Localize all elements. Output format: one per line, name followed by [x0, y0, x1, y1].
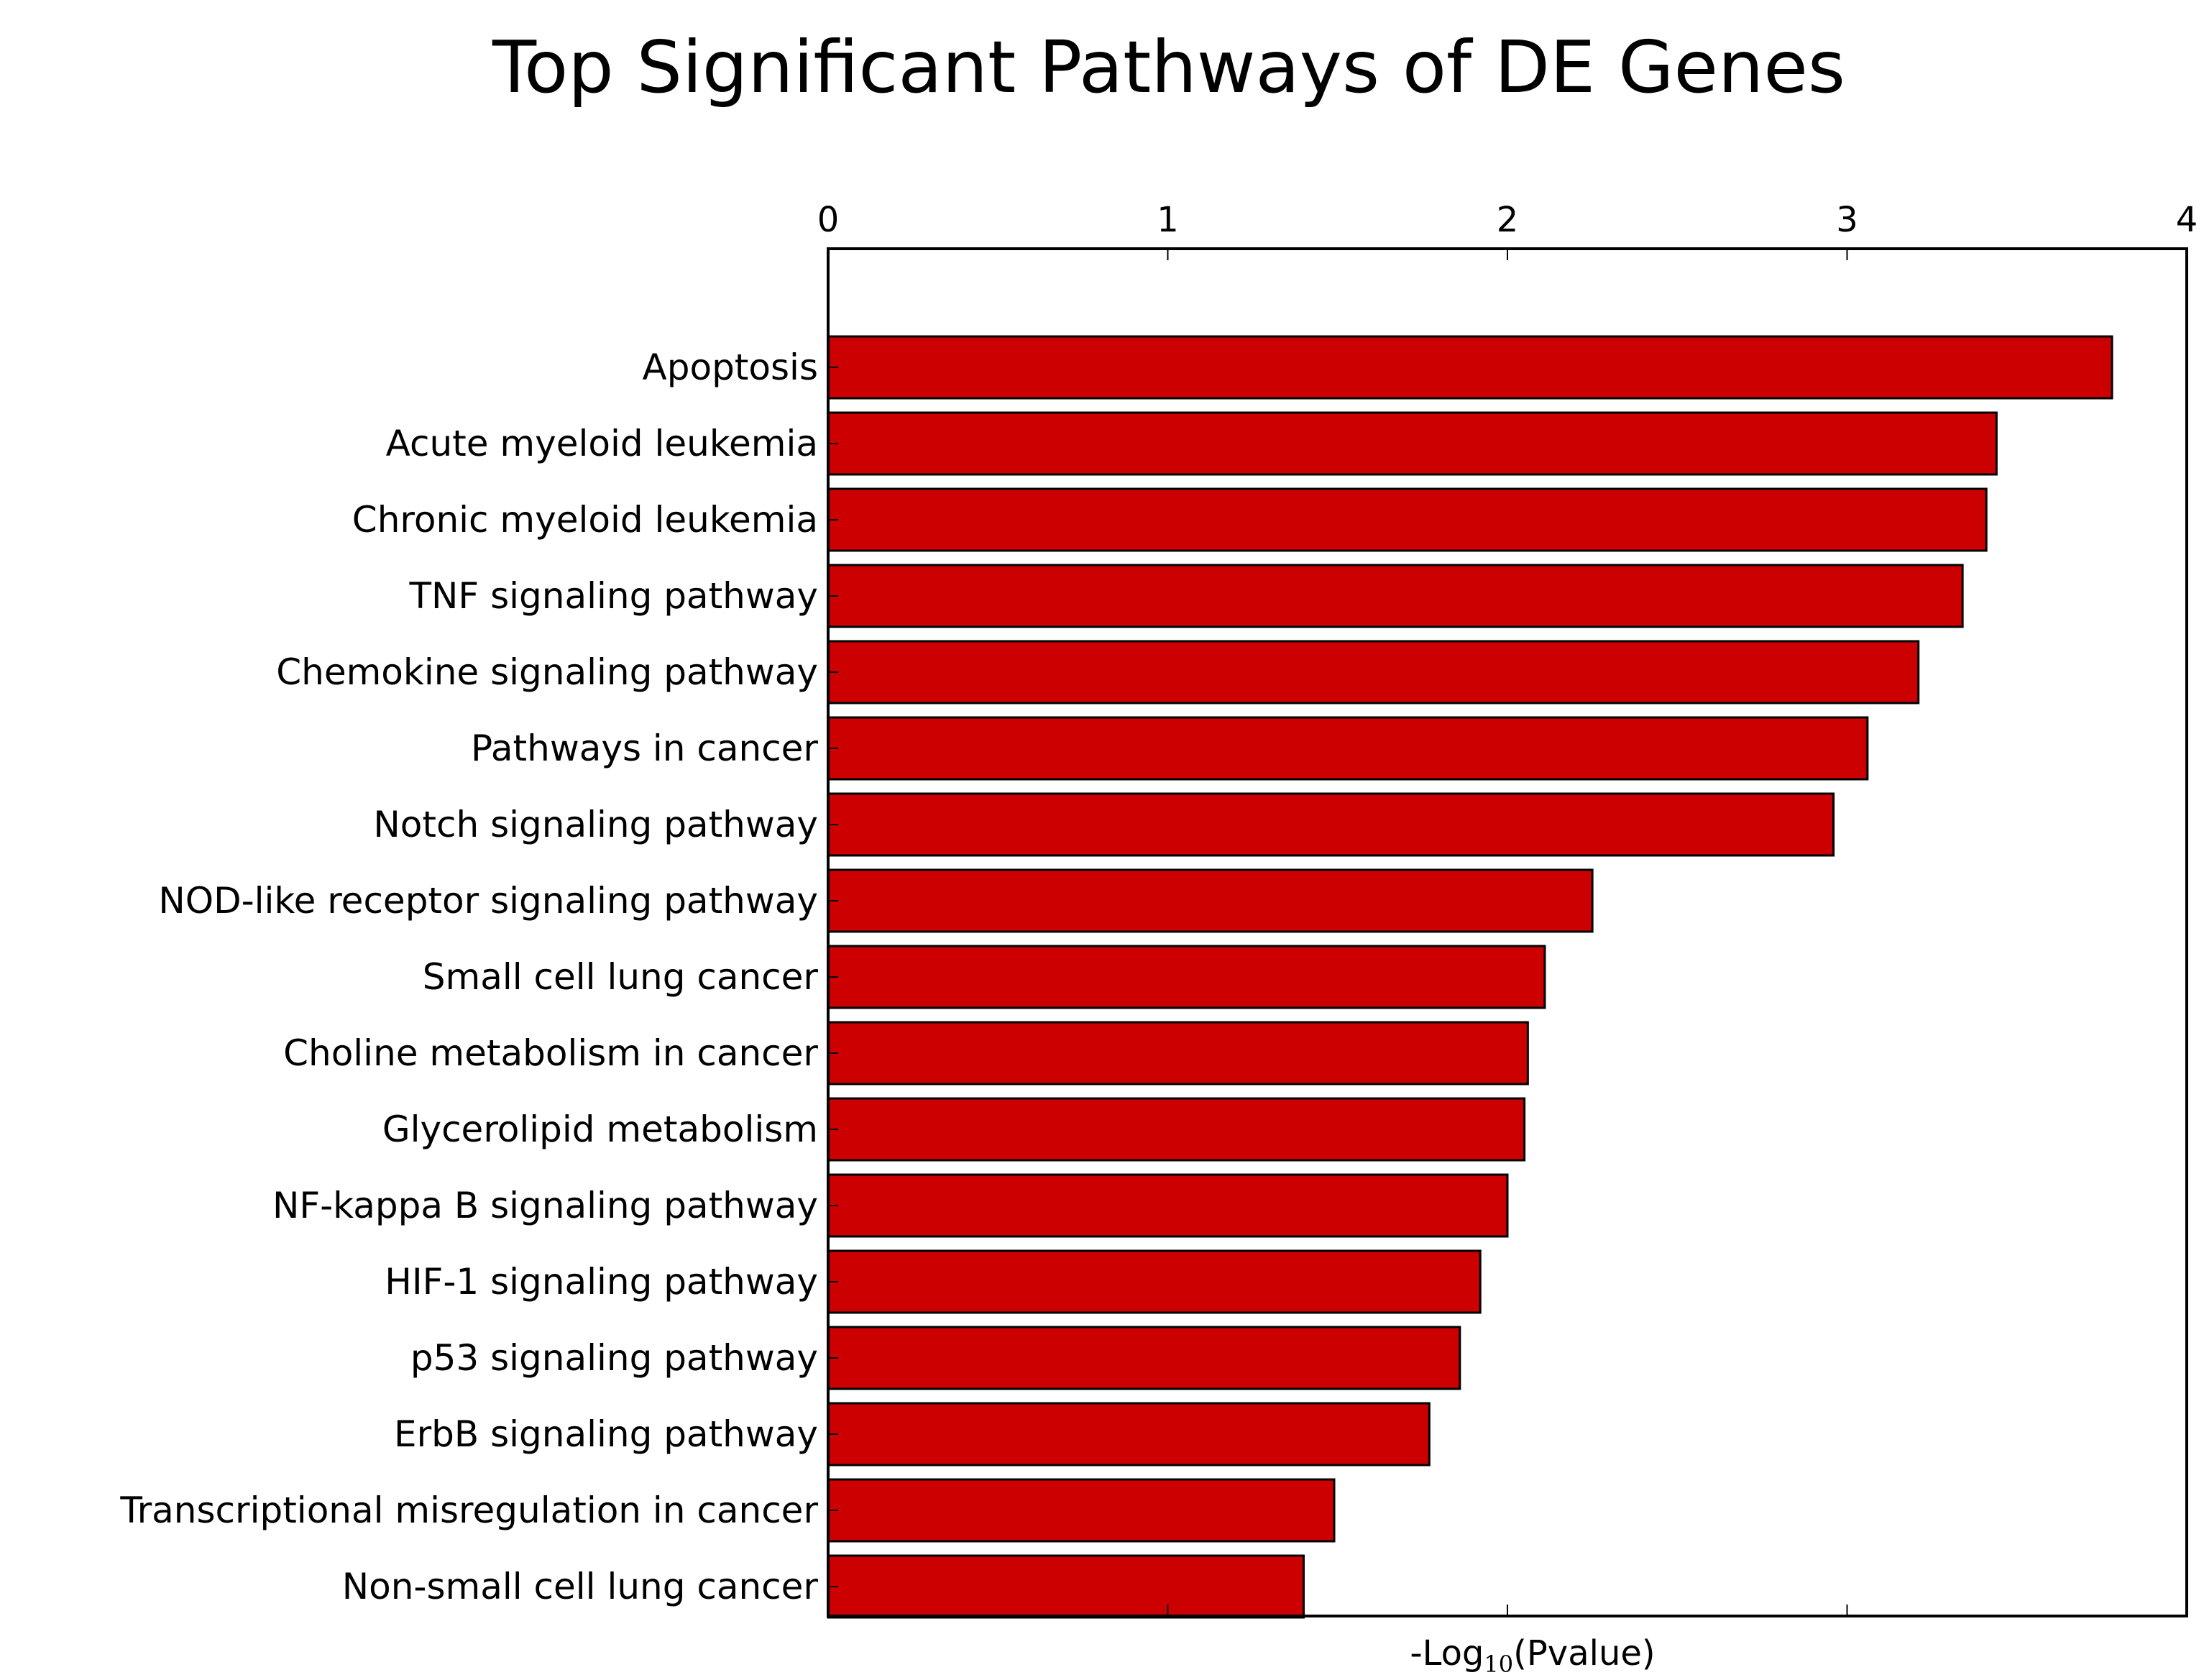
- category-label: Apoptosis: [643, 346, 818, 388]
- x-axis-label-suffix: (Pvalue): [1513, 1633, 1656, 1674]
- category-label: Notch signaling pathway: [373, 804, 818, 845]
- category-label: Glycerolipid metabolism: [382, 1108, 818, 1150]
- x-tick-label: 1: [1157, 200, 1179, 240]
- category-label: TNF signaling pathway: [408, 575, 818, 617]
- x-axis-label-subscript: 10: [1484, 1651, 1513, 1678]
- x-axis-label-prefix: -Log: [1410, 1633, 1484, 1674]
- category-label: p53 signaling pathway: [410, 1337, 818, 1379]
- bar: [827, 1097, 1526, 1162]
- category-label: Chemokine signaling pathway: [276, 651, 818, 693]
- x-tick-label: 3: [1836, 200, 1858, 240]
- bar: [827, 487, 1988, 552]
- category-label: HIF-1 signaling pathway: [385, 1261, 818, 1303]
- x-tick-label: 0: [817, 200, 840, 240]
- category-label: Non-small cell lung cancer: [342, 1566, 819, 1607]
- bar: [827, 945, 1546, 1009]
- bar: [827, 1326, 1461, 1390]
- bar: [827, 335, 2113, 400]
- category-label: Choline metabolism in cancer: [283, 1032, 818, 1074]
- x-axis-label: -Log10(Pvalue): [1410, 1633, 1655, 1678]
- category-label: Transcriptional misregulation in cancer: [119, 1489, 818, 1531]
- bar: [827, 1173, 1509, 1238]
- bar: [827, 1021, 1529, 1085]
- bar: [827, 411, 1998, 476]
- category-label: NOD-like receptor signaling pathway: [158, 880, 818, 922]
- bar: [827, 640, 1920, 704]
- x-axis-ticks: 0 1 2 3 4: [817, 200, 2198, 1616]
- bars-layer: [827, 335, 2113, 1619]
- bar: [827, 1249, 1482, 1314]
- bar: [827, 1554, 1305, 1619]
- bar: [827, 868, 1594, 933]
- category-label: NF-kappa B signaling pathway: [272, 1185, 818, 1226]
- x-tick-label: 2: [1497, 200, 1519, 240]
- bar: [827, 716, 1869, 781]
- category-label: Chronic myeloid leukemia: [352, 499, 818, 541]
- category-labels: Apoptosis Acute myeloid leukemia Chronic m…: [119, 346, 818, 1607]
- category-label: ErbB signaling pathway: [394, 1413, 818, 1455]
- category-label: Acute myeloid leukemia: [386, 423, 818, 464]
- category-label: Pathways in cancer: [471, 727, 818, 769]
- bar: [827, 792, 1835, 857]
- x-tick-label: 4: [2176, 200, 2198, 240]
- chart-title: Top Significant Pathways of DE Genes: [492, 25, 1845, 109]
- bar: [827, 564, 1964, 628]
- bar: [827, 1478, 1336, 1543]
- category-label: Small cell lung cancer: [423, 956, 819, 998]
- bar: [827, 1402, 1431, 1466]
